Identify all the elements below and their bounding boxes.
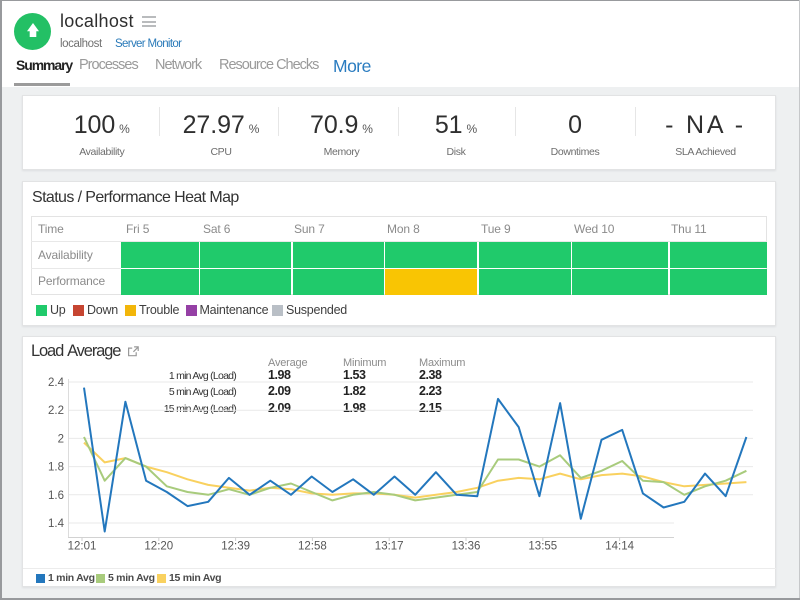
svg-text:1.8: 1.8 (48, 462, 64, 474)
svg-text:13:17: 13:17 (375, 541, 404, 553)
svg-text:12:39: 12:39 (221, 541, 250, 553)
svg-text:12:20: 12:20 (144, 541, 173, 553)
svg-text:1.4: 1.4 (48, 518, 65, 530)
svg-text:13:36: 13:36 (452, 541, 481, 553)
svg-text:12:58: 12:58 (298, 541, 327, 553)
svg-text:1.6: 1.6 (48, 490, 64, 502)
svg-text:2.4: 2.4 (48, 377, 65, 389)
svg-text:14:14: 14:14 (605, 541, 634, 553)
svg-text:2: 2 (58, 433, 64, 445)
svg-text:13:55: 13:55 (528, 541, 557, 553)
svg-text:2.2: 2.2 (48, 405, 64, 417)
svg-text:12:01: 12:01 (68, 541, 97, 553)
